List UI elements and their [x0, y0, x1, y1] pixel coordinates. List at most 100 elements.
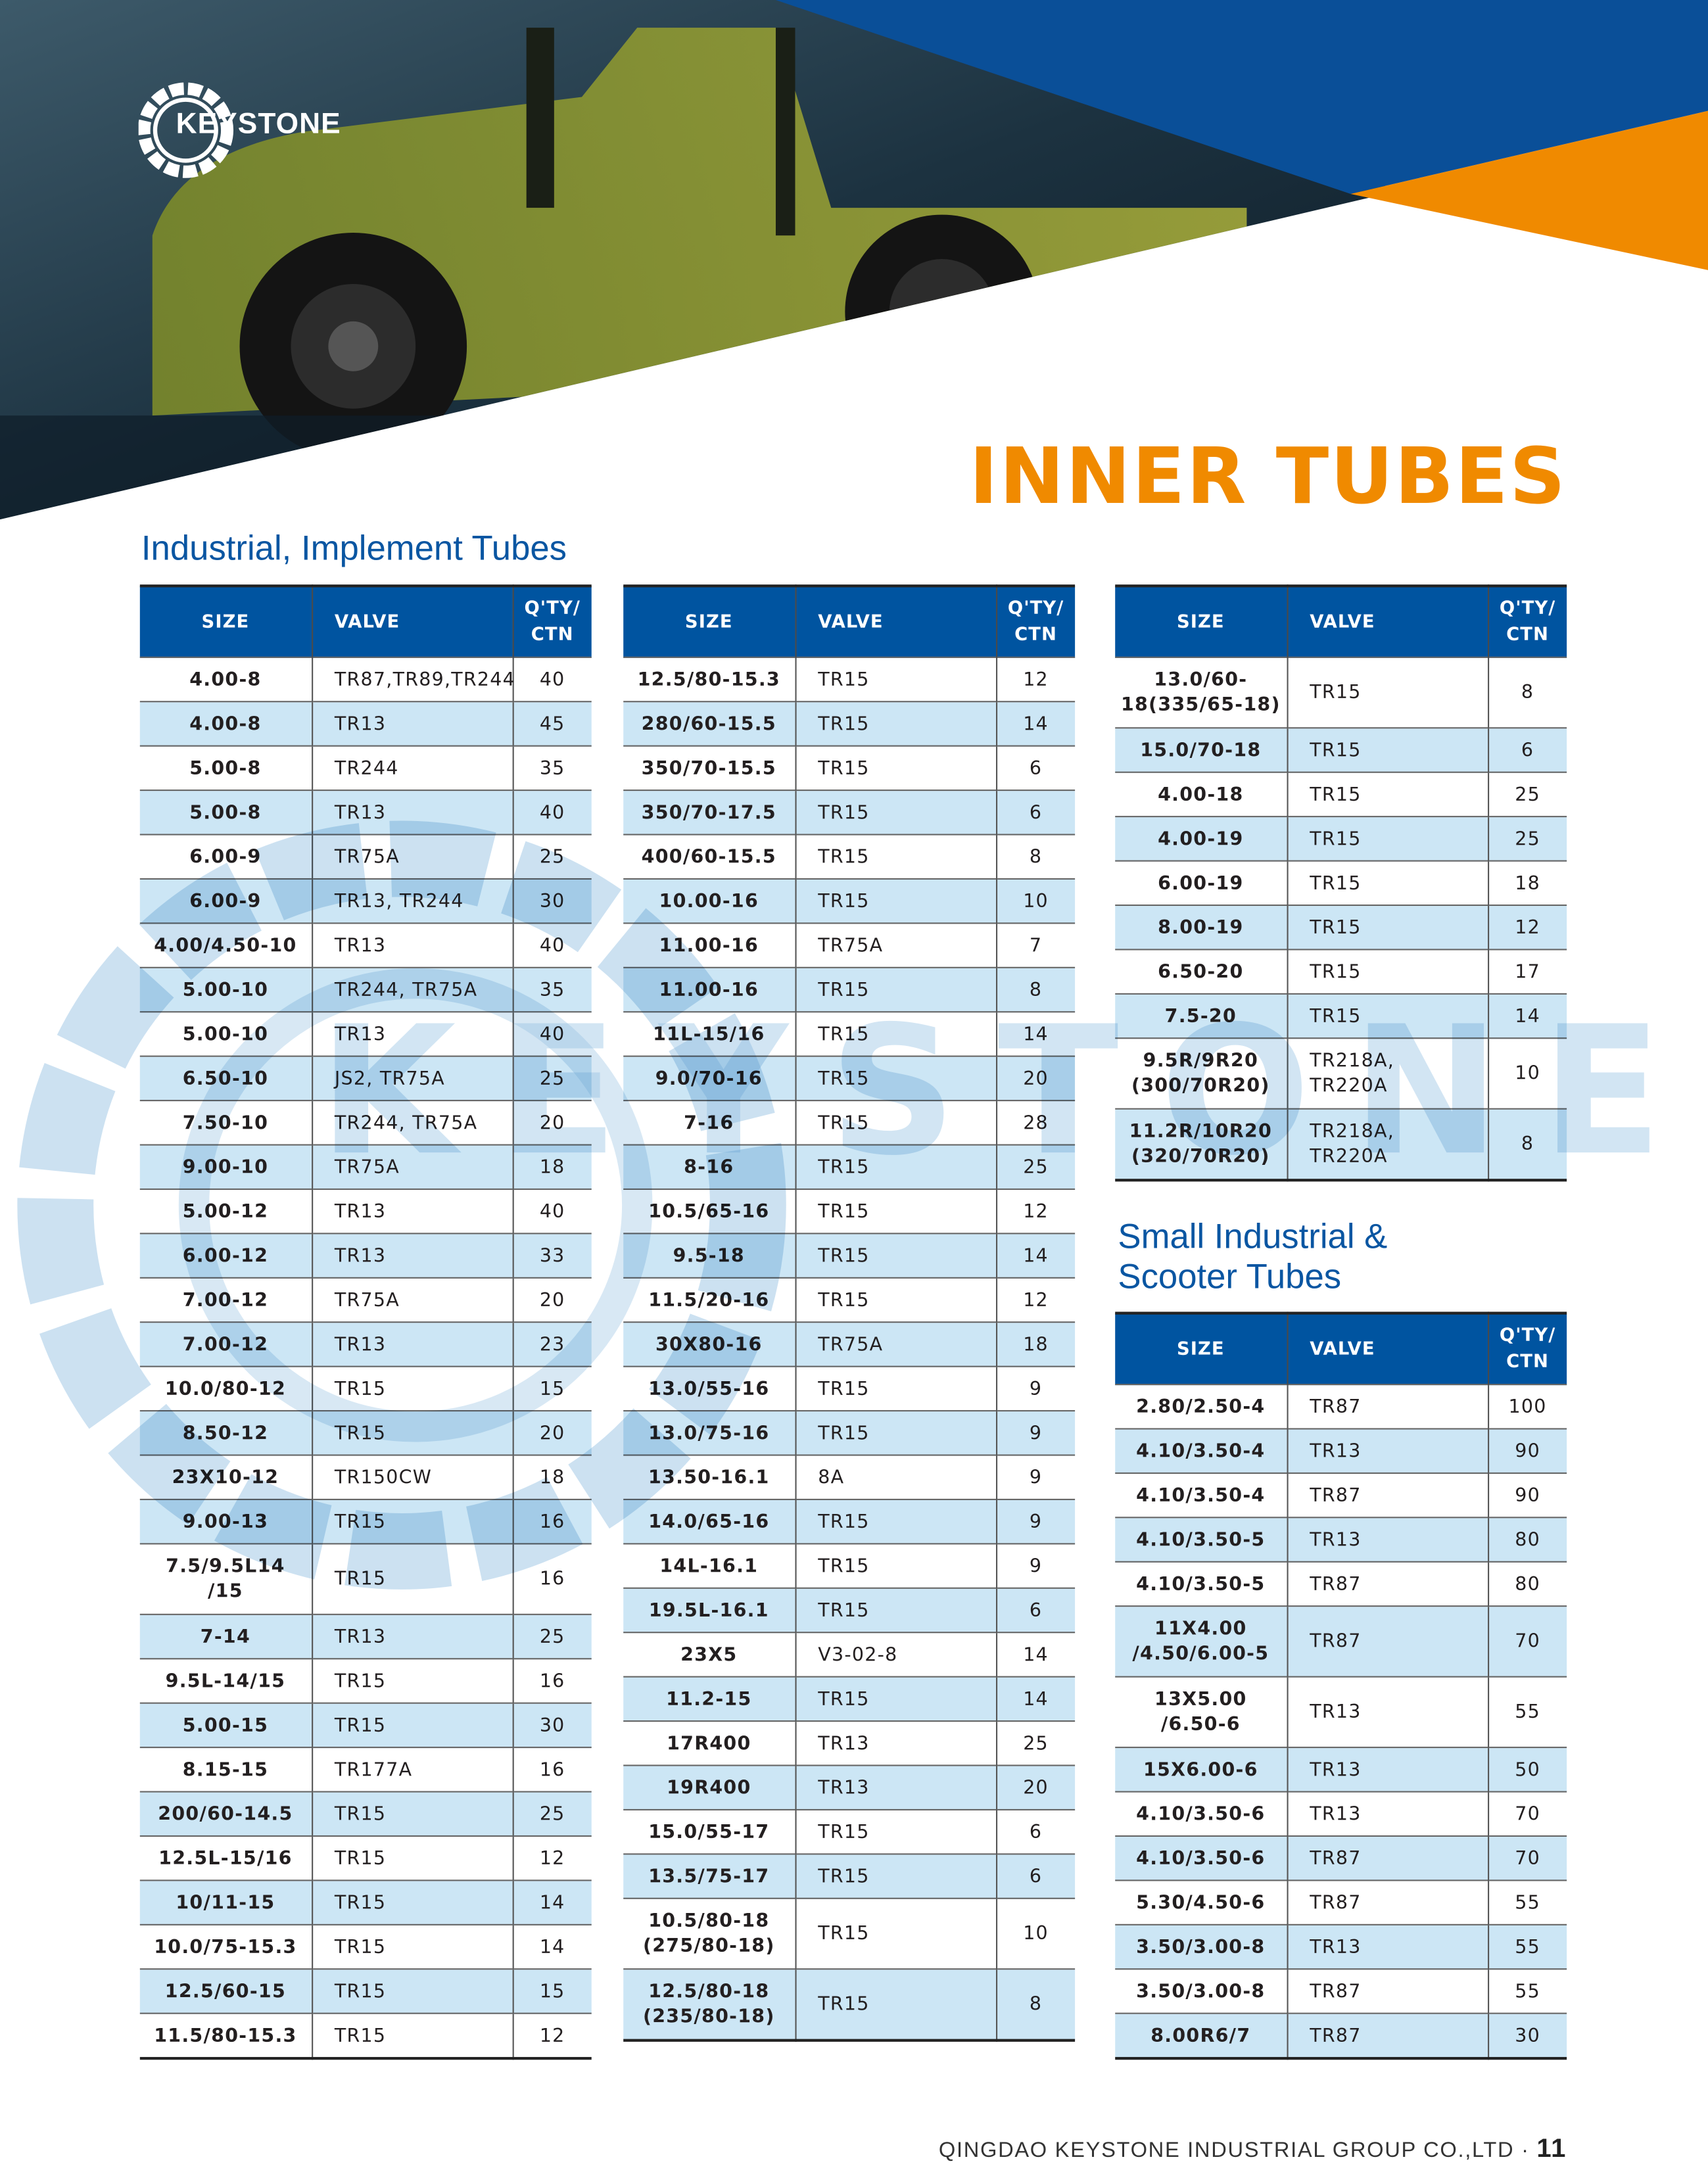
- cell-size: 350/70-15.5: [623, 745, 796, 791]
- cell-qty: 14: [996, 1632, 1076, 1677]
- cell-qty: 9: [996, 1365, 1076, 1411]
- cell-valve: TR15: [1287, 949, 1489, 994]
- cell-valve: TR218A, TR220A: [1287, 1108, 1489, 1181]
- tube-table-3: SIZE VALVE Q'TY/ CTN 13.0/60- 18(335/65-18)…: [1115, 584, 1567, 1182]
- cell-qty: 6: [996, 1808, 1076, 1854]
- cell-valve: TR15: [312, 1924, 513, 1970]
- cell-size: 17R400: [623, 1720, 796, 1766]
- cell-size: 3.50/3.00-8: [1115, 1968, 1288, 2014]
- table-row: 8.15-15 TR177A 16: [139, 1747, 592, 1792]
- cell-qty: 8: [996, 834, 1076, 879]
- cell-valve: TR15: [312, 1658, 513, 1703]
- cell-valve: TR13: [312, 1321, 513, 1367]
- cell-valve: JS2, TR75A: [312, 1055, 513, 1101]
- cell-qty: 25: [1488, 816, 1567, 861]
- table-row: 19R400 TR13 20: [623, 1764, 1076, 1810]
- cell-size: 9.00-13: [139, 1498, 313, 1544]
- cell-qty: 9: [996, 1410, 1076, 1455]
- cell-qty: 70: [1488, 1835, 1567, 1881]
- cell-valve: TR177A: [312, 1747, 513, 1792]
- cell-size: 280/60-15.5: [623, 701, 796, 746]
- cell-valve: TR13: [312, 1233, 513, 1278]
- column-header-qty: Q'TY/ CTN: [1488, 1313, 1567, 1385]
- cell-size: 5.00-8: [139, 745, 313, 791]
- table-header-row: SIZE VALVE Q'TY/ CTN: [1115, 586, 1567, 657]
- table-row: 13X5.00 /6.50-6 TR13 55: [1115, 1676, 1567, 1748]
- cell-size: 11X4.00 /4.50/6.00-5: [1115, 1605, 1288, 1677]
- cell-size: 350/70-17.5: [623, 790, 796, 835]
- cell-qty: 12: [996, 656, 1076, 702]
- cell-qty: 16: [512, 1498, 592, 1544]
- cell-size: 4.00-8: [139, 701, 313, 746]
- cell-valve: TR13: [312, 922, 513, 968]
- table-row: 11.00-16 TR15 8: [623, 966, 1076, 1012]
- table-row: 9.5R/9R20 (300/70R20) TR218A, TR220A 10: [1115, 1037, 1567, 1109]
- cell-qty: 10: [996, 1897, 1076, 1970]
- table-row: 4.10/3.50-6 TR87 70: [1115, 1835, 1567, 1881]
- cell-size: 9.5-18: [623, 1233, 796, 1278]
- cell-valve: TR15: [795, 1144, 997, 1189]
- table-row: 5.00-8 TR244 35: [139, 745, 592, 791]
- table-row: 9.5L-14/15 TR15 16: [139, 1658, 592, 1703]
- cell-valve: TR15: [795, 1853, 997, 1899]
- cell-qty: 80: [1488, 1561, 1567, 1607]
- cell-valve: TR15: [312, 1835, 513, 1881]
- cell-valve: TR15: [312, 1410, 513, 1455]
- cell-qty: 23: [512, 1321, 592, 1367]
- cell-size: 11.2R/10R20 (320/70R20): [1115, 1108, 1288, 1181]
- cell-qty: 8: [996, 1968, 1076, 2041]
- cell-size: 4.10/3.50-6: [1115, 1835, 1288, 1881]
- table-row: 350/70-17.5 TR15 6: [623, 790, 1076, 835]
- table-row: 5.00-10 TR244, TR75A 35: [139, 966, 592, 1012]
- table-row: 8-16 TR15 25: [623, 1144, 1076, 1189]
- keystone-logo: KEYSTONE: [138, 78, 374, 183]
- table-row: 13.0/75-16 TR15 9: [623, 1410, 1076, 1455]
- cell-size: 13.0/75-16: [623, 1410, 796, 1455]
- cell-qty: 6: [996, 745, 1076, 791]
- table-row: 6.50-10 JS2, TR75A 25: [139, 1055, 592, 1101]
- cell-size: 7-14: [139, 1613, 313, 1659]
- page-number: 11: [1536, 2135, 1567, 2164]
- column-header-qty: Q'TY/ CTN: [1488, 586, 1567, 657]
- table-row: 19.5L-16.1 TR15 6: [623, 1587, 1076, 1633]
- cell-valve: TR244: [312, 745, 513, 791]
- cell-size: 11L-15/16: [623, 1011, 796, 1056]
- cell-qty: 100: [1488, 1383, 1567, 1429]
- table-row: 11L-15/16 TR15 14: [623, 1011, 1076, 1056]
- cell-valve: TR15: [795, 834, 997, 879]
- table-row: 5.00-12 TR13 40: [139, 1188, 592, 1234]
- table-header-row: SIZE VALVE Q'TY/ CTN: [139, 586, 592, 657]
- cell-valve: TR75A: [312, 1144, 513, 1189]
- cell-qty: 14: [512, 1879, 592, 1925]
- table-row: 11.2R/10R20 (320/70R20) TR218A, TR220A 8: [1115, 1108, 1567, 1181]
- table-row: 4.10/3.50-5 TR87 80: [1115, 1561, 1567, 1607]
- cell-size: 10.0/75-15.3: [139, 1924, 313, 1970]
- table-header-row: SIZE VALVE Q'TY/ CTN: [623, 586, 1076, 657]
- cell-size: 6.00-9: [139, 834, 313, 879]
- cell-size: 13.5/75-17: [623, 1853, 796, 1899]
- cell-qty: 18: [512, 1144, 592, 1189]
- cell-qty: 28: [996, 1100, 1076, 1145]
- cell-valve: TR15: [312, 2012, 513, 2059]
- cell-size: 14L-16.1: [623, 1543, 796, 1588]
- cell-qty: 70: [1488, 1791, 1567, 1836]
- table-row: 7.5-20 TR15 14: [1115, 993, 1567, 1039]
- table-row: 12.5/60-15 TR15 15: [139, 1968, 592, 2014]
- table-row: 4.00-18 TR15 25: [1115, 771, 1567, 817]
- table-row: 17R400 TR13 25: [623, 1720, 1076, 1766]
- cell-size: 200/60-14.5: [139, 1791, 313, 1836]
- table-row: 13.0/60- 18(335/65-18) TR15 8: [1115, 656, 1567, 728]
- cell-size: 10.0/80-12: [139, 1365, 313, 1411]
- cell-qty: 25: [512, 1791, 592, 1836]
- table-row: 10.0/75-15.3 TR15 14: [139, 1924, 592, 1970]
- table-row: 30X80-16 TR75A 18: [623, 1321, 1076, 1367]
- table-row: 7.5/9.5L14 /15 TR15 16: [139, 1543, 592, 1615]
- cell-qty: 25: [512, 834, 592, 879]
- cell-valve: TR75A: [312, 834, 513, 879]
- cell-size: 9.5R/9R20 (300/70R20): [1115, 1037, 1288, 1109]
- table-row: 13.5/75-17 TR15 6: [623, 1853, 1076, 1899]
- cell-qty: 10: [996, 878, 1076, 924]
- cell-qty: 33: [512, 1233, 592, 1278]
- column-header-valve: VALVE: [795, 586, 997, 657]
- table-row: 350/70-15.5 TR15 6: [623, 745, 1076, 791]
